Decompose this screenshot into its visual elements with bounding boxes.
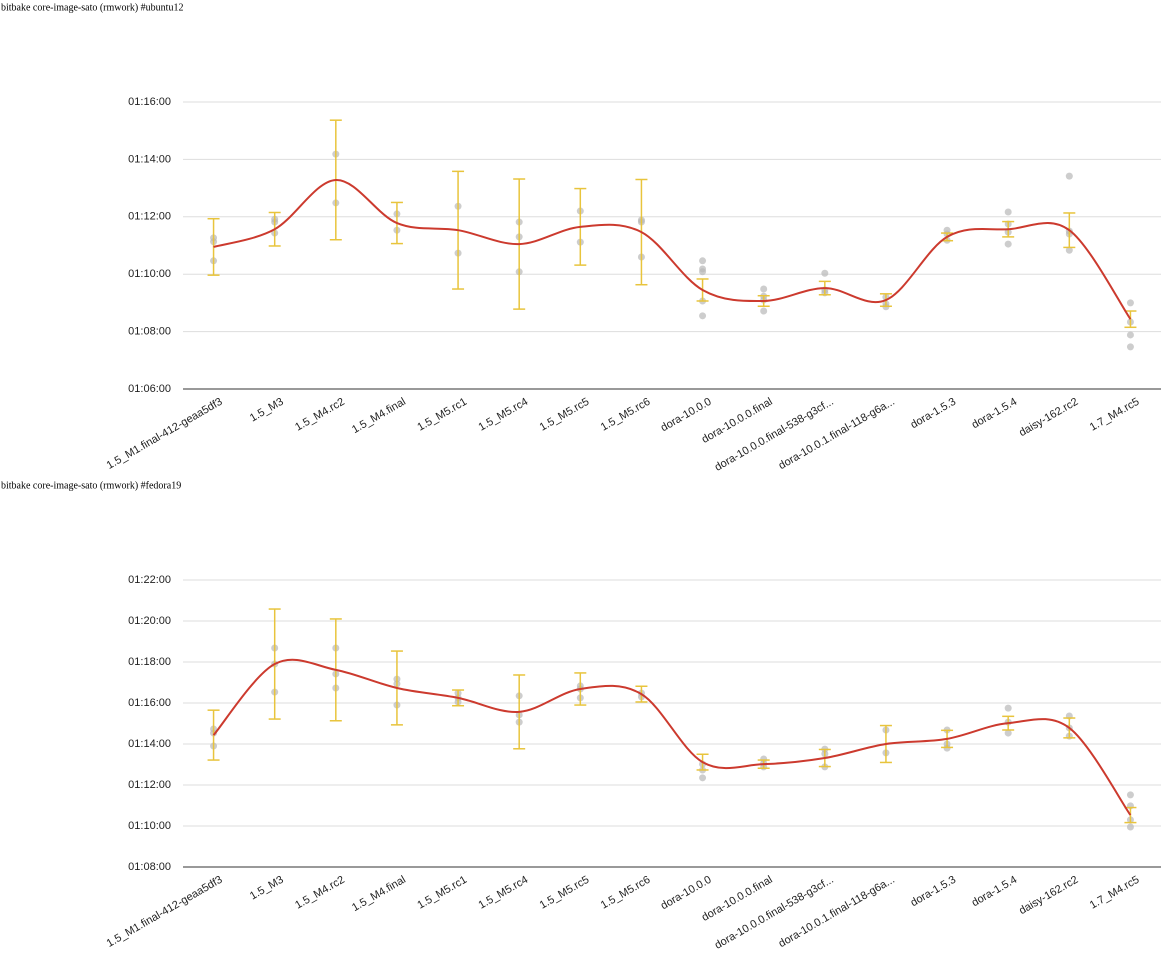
run-point: [1004, 240, 1012, 248]
run-point: [1004, 704, 1012, 712]
run-point: [699, 774, 707, 782]
run-point: [821, 269, 829, 277]
chart-panel: bitbake core-image-sato (rmwork) #fedora…: [1, 480, 1161, 952]
x-tick-label: dora-1.5.3: [909, 874, 958, 909]
y-tick-label: 01:22:00: [128, 574, 171, 586]
x-tick-label: dora-10.0.1.final-118-g6a...: [777, 874, 897, 950]
run-point: [1126, 331, 1134, 339]
x-tick-label: dora-10.0.0.final-538-g3cf...: [713, 874, 836, 952]
y-tick-label: 01:12:00: [128, 211, 171, 223]
x-tick-label: 1.7_M4.rc5: [1088, 396, 1142, 434]
run-point: [1126, 343, 1134, 351]
chart-title: bitbake core-image-sato (rmwork) #ubuntu…: [1, 2, 183, 13]
x-tick-label: dora-1.5.4: [970, 874, 1019, 909]
x-tick-label: dora-1.5.4: [970, 396, 1019, 431]
y-tick-label: 01:10:00: [128, 820, 171, 832]
y-tick-label: 01:12:00: [128, 779, 171, 791]
x-tick-label: 1.5_M3: [248, 396, 286, 425]
chart-panel: bitbake core-image-sato (rmwork) #ubuntu…: [1, 2, 1161, 474]
x-tick-label: 1.5_M5.rc1: [415, 874, 469, 912]
y-tick-label: 01:08:00: [128, 326, 171, 338]
y-tick-label: 01:16:00: [128, 697, 171, 709]
x-tick-label: daisy-162.rc2: [1017, 396, 1080, 439]
x-tick-label: 1.5_M1.final-412-geaa5df3: [105, 874, 225, 950]
run-point: [1004, 729, 1012, 737]
error-bar: [207, 709, 220, 761]
run-point: [1065, 246, 1073, 254]
run-point: [699, 257, 707, 265]
x-tick-label: 1.5_M5.rc6: [599, 396, 653, 434]
y-tick-label: 01:16:00: [128, 96, 171, 108]
run-point: [1126, 791, 1134, 799]
mean-line: [212, 658, 1132, 816]
y-tick-label: 01:20:00: [128, 615, 171, 627]
x-tick-label: 1.7_M4.rc5: [1088, 874, 1142, 912]
x-tick-label: 1.5_M1.final-412-geaa5df3: [105, 396, 225, 472]
run-point: [760, 285, 768, 293]
y-tick-label: 01:14:00: [128, 153, 171, 165]
y-tick-label: 01:08:00: [128, 861, 171, 873]
x-tick-label: 1.5_M4.final: [350, 874, 408, 914]
x-tick-label: daisy-162.rc2: [1017, 874, 1080, 917]
x-tick-label: dora-10.0.0: [659, 396, 714, 435]
x-tick-label: 1.5_M5.rc4: [476, 396, 530, 434]
x-tick-label: 1.5_M5.rc5: [538, 396, 592, 434]
run-point: [699, 312, 707, 320]
run-point: [1004, 208, 1012, 216]
x-tick-label: 1.5_M4.rc2: [293, 396, 347, 434]
mean-line: [213, 178, 1132, 320]
y-tick-label: 01:06:00: [128, 383, 171, 395]
x-tick-label: dora-10.0.1.final-118-g6a...: [777, 396, 897, 472]
x-tick-label: 1.5_M5.rc1: [415, 396, 469, 434]
x-tick-label: 1.5_M3: [248, 874, 286, 903]
x-tick-label: 1.5_M5.rc5: [538, 874, 592, 912]
y-tick-label: 01:18:00: [128, 656, 171, 668]
run-point: [760, 307, 768, 315]
x-tick-label: dora-10.0.0.final-538-g3cf...: [713, 396, 836, 474]
run-point: [699, 268, 707, 276]
x-tick-label: dora-10.0.0: [659, 874, 714, 913]
y-tick-label: 01:10:00: [128, 268, 171, 280]
chart-title: bitbake core-image-sato (rmwork) #fedora…: [1, 480, 181, 491]
y-tick-label: 01:14:00: [128, 738, 171, 750]
run-point: [1065, 172, 1073, 180]
x-tick-label: dora-1.5.3: [909, 396, 958, 431]
x-tick-label: 1.5_M5.rc4: [476, 874, 530, 912]
x-tick-label: 1.5_M4.rc2: [293, 874, 347, 912]
run-point: [1126, 823, 1134, 831]
x-tick-label: 1.5_M4.final: [350, 396, 408, 436]
x-tick-label: 1.5_M5.rc6: [599, 874, 653, 912]
run-point: [1126, 299, 1134, 307]
